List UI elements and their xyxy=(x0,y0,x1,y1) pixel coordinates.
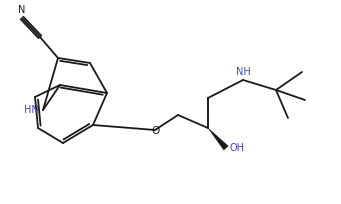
Text: HN: HN xyxy=(24,105,39,115)
Text: OH: OH xyxy=(229,143,244,153)
Text: N: N xyxy=(18,5,26,15)
Text: O: O xyxy=(151,126,159,136)
Text: NH: NH xyxy=(236,67,250,77)
Polygon shape xyxy=(208,128,228,150)
